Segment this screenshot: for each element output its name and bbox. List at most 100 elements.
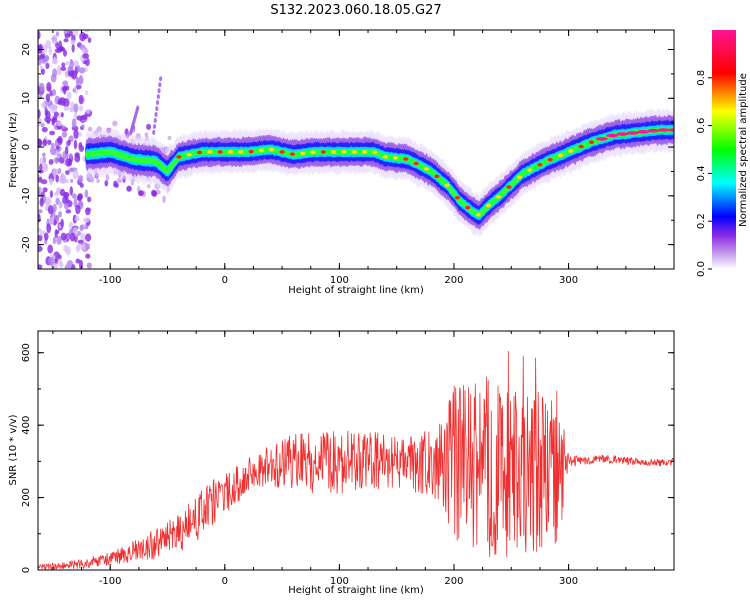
spectrogram-noise-blob [50,73,57,83]
spectrogram-noise-blob [59,174,67,184]
spectrogram-noise-blob [38,227,42,233]
spectrogram-noise-blob [80,114,88,120]
figure-title: S132.2023.060.18.05.G27 [270,3,441,18]
spectrogram-noise-blob [39,163,43,172]
spectrogram-noise-blob [58,210,63,218]
snr-axes: -100 0 100 200 300 0 200 400 600 [21,331,674,587]
spectrogram-noise-blob [77,174,84,183]
spectrogram-noise-blob [56,229,60,234]
spectrogram-noise-blob [74,30,79,37]
spectrogram-noise-blob [136,105,140,111]
spectrogram-peak [465,205,471,210]
spectrogram-peak [475,212,481,217]
spectrogram-peak [320,150,326,154]
spectrogram-noise-blob [61,62,66,68]
spectrogram-noise-blob [64,146,69,155]
colorbar-label: Normalized spectral amplitude [738,73,749,227]
spectrogram-noise-blob [69,58,73,64]
spectrogram-peak [176,155,182,159]
spectrogram-noise-blob [42,139,48,147]
spectrogram-noise-blob [49,146,57,156]
spectrogram-xlabel: Height of straight line (km) [288,285,424,296]
spectrogram-noise-blob [59,97,66,106]
spectrogram-noise-blob [60,232,67,241]
spectrogram-peak [506,185,512,189]
spectrogram-noise-blob [87,196,92,203]
spectrogram-peak [637,130,650,134]
spectrogram-noise-blob [152,129,156,135]
spectrogram-noise-blob [68,167,74,173]
spectrogram-y-tick-label: -10 [21,188,32,204]
spectrogram-peak [289,152,295,156]
spectrogram-noise-blob [42,187,48,193]
spectrogram-noise-blob [38,138,43,148]
spectrogram-noise-blob [75,258,81,264]
spectrogram-noise-blob [56,121,63,127]
spectrogram-peak [186,152,192,157]
spectrogram-noise-blob [60,218,64,228]
spectrogram-noise-blob [78,141,83,150]
spectrogram-noise-blob [79,31,86,42]
spectrogram-noise-blob [38,234,43,242]
spectrogram-noise-blob [167,135,172,141]
spectrogram-noise-blob [69,106,74,113]
spectrogram-noise-blob [48,46,52,56]
spectrogram-noise-blob [155,100,160,106]
spectrogram-noise-blob [38,108,41,119]
spectrogram-noise-blob [40,102,46,108]
spectrogram-peak [310,150,316,155]
spectrogram-noise-blob [38,188,41,196]
colorbar-gradient [712,30,736,269]
spectrogram-noise-blob [85,253,91,259]
spectrogram-noise-blob [46,82,52,92]
spectrogram-noise-blob [61,131,68,138]
spectrogram-x-tick-label: 300 [559,275,578,286]
spectrogram-x-tick-label: 100 [330,275,349,286]
spectrogram-noise-blob [78,105,84,112]
spectrogram-noise-blob [39,93,43,100]
spectrogram-peak [392,156,399,160]
spectrogram-peak [516,175,522,179]
spectrogram-noise-blob [137,185,141,192]
spectrogram-noise-blob [49,190,54,198]
spectrogram-peak [279,150,285,154]
spectrogram-noise-blob [65,209,72,214]
spectrogram-y-tick-label: 0 [21,144,32,150]
spectrogram-noise-blob [82,243,86,250]
spectrogram-peak [606,133,619,138]
spectrogram-peak [269,147,275,152]
spectrogram-peak [568,149,574,153]
spectrogram-x-tick-label: 0 [222,275,228,286]
spectrogram-noise-blob [38,60,42,66]
spectrogram-peak [434,174,440,179]
spectrogram-noise-blob [86,262,93,269]
spectrogram-noise-blob [81,124,85,129]
spectrogram-noise-blob [38,245,43,252]
spectrogram-peak [557,153,564,158]
spectrogram-noise-blob [65,61,70,66]
spectrogram-noise-blob [72,169,79,180]
spectrogram-noise-blob [85,233,92,242]
spectrogram-noise-blob [70,178,74,183]
spectrogram-noise-blob [137,190,144,197]
spectrogram-noise-blob [39,82,45,92]
spectrogram-noise-blob [55,174,59,183]
snr-x-tick-label: 200 [444,576,463,587]
snr-y-tick-label: 400 [21,416,32,435]
spectrogram-noise-blob [63,106,70,111]
spectrogram-peak [361,150,368,154]
spectrogram-noise-blob [51,58,58,65]
spectrogram-peak [196,150,203,155]
spectrogram-noise-blob [71,193,77,199]
spectrogram-noise-blob [45,110,51,120]
spectrogram-noise-blob [56,235,62,245]
spectrogram-noise-blob [85,207,91,216]
spectrogram-peak [382,155,388,159]
spectrogram-noise-blob [38,117,43,127]
spectrogram-noise-blob [38,264,43,269]
spectrogram-noise-blob [79,182,84,188]
spectrogram-peak [217,150,223,154]
spectrogram-noise-blob [75,204,81,215]
spectrogram-x-tick-label: 200 [444,275,463,286]
